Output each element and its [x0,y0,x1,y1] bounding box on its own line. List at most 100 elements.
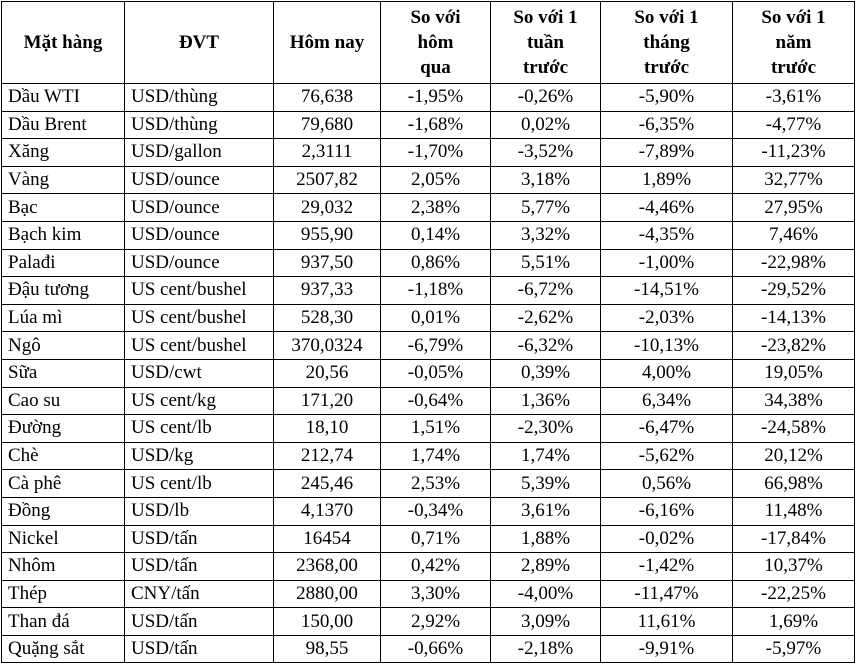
table-cell: Xăng [1,138,125,167]
table-cell: 2880,00 [273,579,381,609]
table-row: Palađi USD/ounce 937,50 0,86% 5,51% -1,00% -22… [1,248,855,278]
table-cell: -9,91% [600,634,733,664]
table-cell: Cà phê [1,469,125,498]
table-cell: USD/ounce [124,193,274,222]
table-cell: USD/tấn [124,634,274,664]
table-cell: 0,86% [380,248,491,278]
header-cell: Hôm nay [273,1,381,84]
table-cell: -3,52% [490,138,601,167]
table-cell: 955,90 [273,220,381,250]
table-cell: -17,84% [732,524,855,554]
header-cell: So với 1 năm trước [732,1,855,84]
table-cell: 1,74% [380,441,491,471]
table-cell: 3,32% [490,220,601,250]
table-cell: 18,10 [273,414,381,443]
header-text: qua [420,57,451,78]
table-row: Chè USD/kg 212,74 1,74% 1,74% -5,62% 20,12% [1,441,855,471]
table-cell: -2,30% [490,414,601,443]
table-cell: 76,638 [273,83,381,112]
table-cell: -6,79% [380,331,491,360]
table-row: Lúa mì US cent/bushel 528,30 0,01% -2,62% -2,… [1,303,855,333]
table-cell: 2,53% [380,469,491,498]
table-cell: -1,70% [380,138,491,167]
table-cell: USD/thùng [124,83,274,112]
table-cell: 6,34% [600,386,733,416]
table-row: Than đá USD/tấn 150,00 2,92% 3,09% 11,61% 1,69… [1,607,855,636]
table-cell: Quặng sắt [1,634,125,664]
header-text: hôm [417,32,454,53]
table-cell: 10,37% [732,552,855,581]
table-cell: Bạc [1,193,125,222]
table-row: Sữa USD/cwt 20,56 -0,05% 0,39% 4,00% 19,05% [1,358,855,388]
table-cell: -0,02% [600,524,733,554]
table-cell: -1,18% [380,276,491,305]
table-cell: 2368,00 [273,552,381,581]
table-row: Vàng USD/ounce 2507,82 2,05% 3,18% 1,89% 32,77… [1,165,855,195]
table-cell: 0,71% [380,524,491,554]
table-cell: USD/thùng [124,110,274,140]
table-cell: -24,58% [732,414,855,443]
header-cell: ĐVT [124,1,274,84]
table-row: Ngô US cent/bushel 370,0324 -6,79% -6,32% -10… [1,331,855,360]
table-cell: Thép [1,579,125,609]
table-cell: Dầu WTI [1,83,125,112]
table-cell: 1,51% [380,414,491,443]
table-cell: Dầu Brent [1,110,125,140]
table-cell: -2,18% [490,634,601,664]
table-cell: 32,77% [732,165,855,195]
table-cell: 0,14% [380,220,491,250]
table-cell: -6,16% [600,496,733,526]
table-row: Dầu Brent USD/thùng 79,680 -1,68% 0,02% -6,35… [1,110,855,140]
table-cell: 2,38% [380,193,491,222]
table-row: Xăng USD/gallon 2,3111 -1,70% -3,52% -7,89% -1… [1,138,855,167]
table-cell: USD/lb [124,496,274,526]
table-cell: 20,12% [732,441,855,471]
table-cell: -10,13% [600,331,733,360]
table-cell: 171,20 [273,386,381,416]
table-cell: USD/gallon [124,138,274,167]
header-text: So với [410,7,461,28]
table-cell: US cent/lb [124,469,274,498]
table-cell: 29,032 [273,193,381,222]
table-cell: 66,98% [732,469,855,498]
table-cell: 1,74% [490,441,601,471]
table-cell: USD/tấn [124,552,274,581]
table-row: Bạch kim USD/ounce 955,90 0,14% 3,32% -4,35% 7… [1,220,855,250]
header-cell: Mặt hàng [1,1,125,84]
table-row: Đồng USD/lb 4,1370 -0,34% 3,61% -6,16% 11,48% [1,496,855,526]
table-cell: USD/tấn [124,607,274,636]
table-cell: US cent/bushel [124,276,274,305]
table-cell: 1,69% [732,607,855,636]
table-cell: US cent/lb [124,414,274,443]
table-cell: 98,55 [273,634,381,664]
table-cell: 0,02% [490,110,601,140]
table-cell: -0,26% [490,83,601,112]
table-cell: Đường [1,414,125,443]
table-cell: -6,35% [600,110,733,140]
table-cell: -23,82% [732,331,855,360]
table-row: Thép CNY/tấn 2880,00 3,30% -4,00% -11,47% -22,… [1,579,855,609]
table-cell: 3,61% [490,496,601,526]
table-row: Nickel USD/tấn 16454 0,71% 1,88% -0,02% -17,84… [1,524,855,554]
table-cell: -4,35% [600,220,733,250]
table-cell: 27,95% [732,193,855,222]
table-row: Dầu WTI USD/thùng 76,638 -1,95% -0,26% -5,90%… [1,83,855,112]
table-cell: 937,33 [273,276,381,305]
table-cell: -4,00% [490,579,601,609]
table-cell: -1,95% [380,83,491,112]
table-cell: 5,51% [490,248,601,278]
table-row: Bạc USD/ounce 29,032 2,38% 5,77% -4,46% 27,95% [1,193,855,222]
table-cell: -6,47% [600,414,733,443]
header-text: So với 1 [513,7,578,28]
table-row: Đường US cent/lb 18,10 1,51% -2,30% -6,47% -24… [1,414,855,443]
header-cell: So với hôm qua [380,1,491,84]
table-cell: Lúa mì [1,303,125,333]
table-cell: 5,39% [490,469,601,498]
table-cell: -5,62% [600,441,733,471]
header-text: So với 1 [634,7,699,28]
table-cell: -11,47% [600,579,733,609]
table-cell: USD/kg [124,441,274,471]
table-cell: -4,77% [732,110,855,140]
